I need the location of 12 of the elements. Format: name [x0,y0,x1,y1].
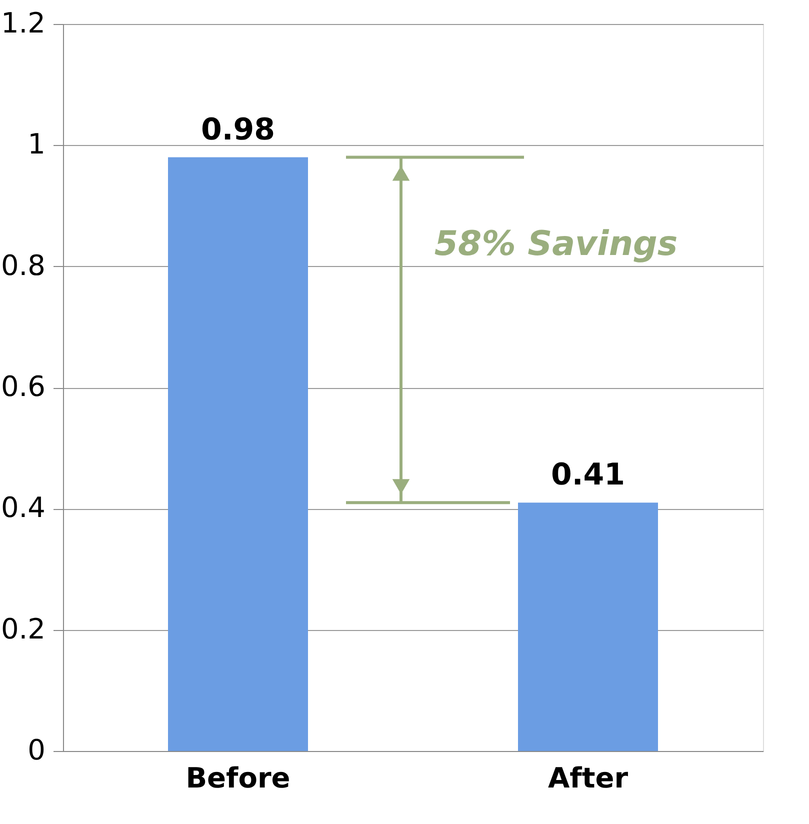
y-tick-label: 0.4 [0,491,46,524]
x-tick-label: Before [186,762,290,794]
data-label: 0.41 [550,458,626,493]
annotation: 58% Savings [434,224,678,264]
y-tick-label: 0 [28,734,46,766]
y-tick-label: 1 [28,128,46,161]
y-tick-label: 0.8 [0,248,46,282]
y-tick-label: 0.2 [0,612,46,646]
data-label: 0.98 [200,112,276,148]
x-tick-label: After [548,762,628,794]
y-tick-label: 1.2 [0,6,46,40]
y-tick-label: 0.6 [0,370,46,403]
